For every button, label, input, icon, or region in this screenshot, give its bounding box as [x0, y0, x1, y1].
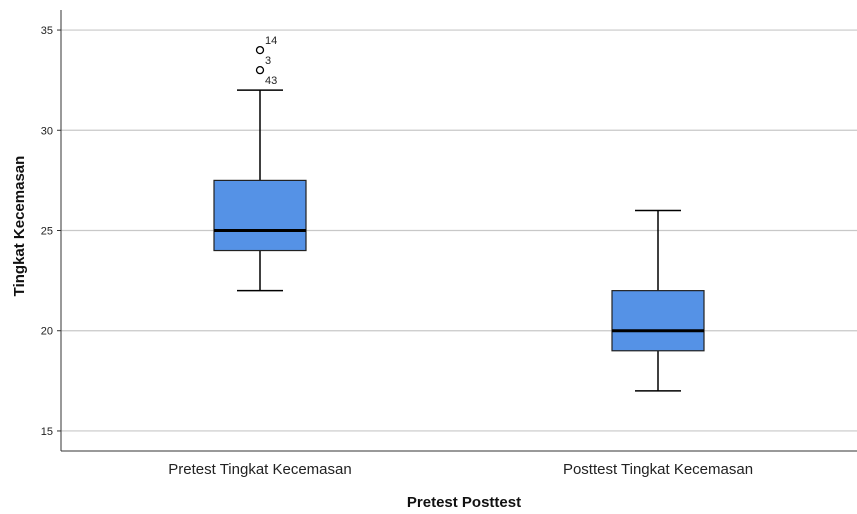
x-axis-title: Pretest Posttest — [407, 494, 521, 511]
x-category-label: Posttest Tingkat Kecemasan — [563, 461, 753, 478]
y-tick-label: 35 — [41, 25, 53, 37]
iqr-box — [611, 290, 705, 352]
y-tick-label: 30 — [41, 125, 53, 137]
outlier-label: 43 — [265, 75, 277, 87]
box-group — [611, 209, 705, 392]
outlier-label: 3 — [265, 55, 271, 67]
boxes: 14 3 43 — [213, 35, 705, 392]
gridlines — [61, 29, 857, 432]
y-tick-label: 20 — [41, 326, 53, 338]
y-axis-title: Tingkat Kecemasan — [11, 156, 28, 297]
y-tick-label: 15 — [41, 426, 53, 438]
iqr-box — [213, 179, 307, 252]
outlier-point — [255, 45, 265, 55]
y-tick-label: 25 — [41, 226, 53, 238]
y-axis-ticks: 15 20 25 30 35 — [41, 25, 61, 438]
box-group: 14 3 43 — [213, 35, 307, 292]
x-axis-categories: Pretest Tingkat Kecemasan Posttest Tingka… — [168, 461, 753, 478]
outlier-label: 14 — [265, 35, 277, 47]
outlier-point — [255, 65, 265, 75]
x-category-label: Pretest Tingkat Kecemasan — [168, 461, 351, 478]
